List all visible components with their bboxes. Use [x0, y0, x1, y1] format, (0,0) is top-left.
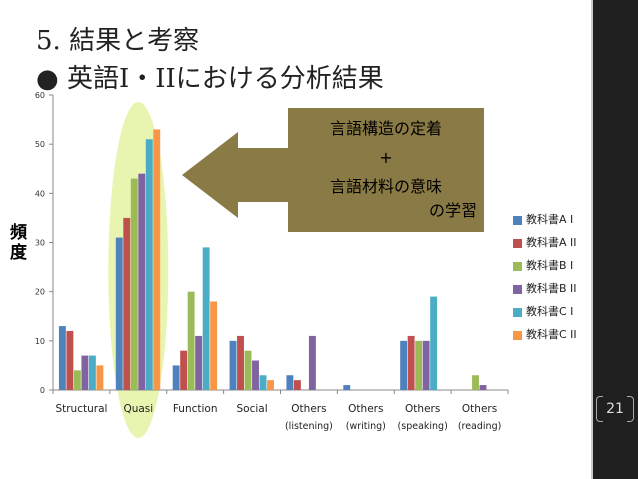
- bar: [293, 380, 301, 390]
- x-tick-label: Structural: [55, 403, 107, 415]
- slide-number-text: 21: [606, 401, 624, 417]
- slide-subtitle: ● 英語I・IIにおける分析結果: [36, 64, 384, 94]
- bar: [237, 335, 244, 390]
- bar: [180, 350, 188, 390]
- legend-swatch: [513, 262, 522, 271]
- bar: [96, 365, 104, 390]
- y-axis-label: 頻 度: [10, 223, 27, 263]
- legend-label: 教科書A I: [526, 213, 574, 226]
- y-tick-label: 30: [35, 239, 45, 248]
- bar: [145, 139, 153, 390]
- bar: [187, 291, 195, 390]
- callout-text: +: [379, 148, 392, 167]
- y-tick-label: 50: [35, 140, 45, 149]
- x-tick-label: Others (speaking): [398, 403, 448, 432]
- bar: [172, 365, 180, 390]
- callout-box: [288, 108, 484, 232]
- bar: [58, 326, 66, 390]
- x-tick-label: Others (writing): [346, 403, 386, 432]
- bar: [252, 360, 259, 390]
- bar: [153, 129, 161, 390]
- legend-swatch: [513, 285, 522, 294]
- y-tick-label: 0: [40, 386, 45, 395]
- callout-text: 言語構造の定着: [330, 119, 442, 138]
- bar: [130, 178, 138, 390]
- legend-label: 教科書C II: [526, 328, 577, 341]
- legend-label: 教科書B II: [526, 282, 577, 295]
- legend-label: 教科書B I: [526, 259, 574, 272]
- bar: [430, 296, 438, 390]
- legend-swatch: [513, 308, 522, 317]
- bar: [73, 370, 81, 390]
- y-tick-label: 40: [35, 189, 45, 198]
- bar: [244, 350, 252, 390]
- y-tick-label: 60: [35, 91, 45, 100]
- bar: [308, 335, 316, 390]
- bar: [195, 335, 203, 390]
- bar: [343, 385, 351, 390]
- bar: [210, 301, 218, 390]
- y-tick-label: 10: [35, 337, 45, 346]
- callout-text: の学習: [429, 201, 477, 220]
- bar: [415, 340, 423, 390]
- legend-swatch: [513, 216, 522, 225]
- bar: [88, 355, 96, 390]
- slide-number: 21: [596, 396, 634, 422]
- bar: [407, 335, 415, 390]
- bar: [202, 247, 210, 390]
- bar: [472, 375, 479, 390]
- bar: [400, 340, 408, 390]
- slide-title: 5. 結果と考察: [36, 26, 200, 56]
- x-tick-label: Social: [236, 403, 267, 415]
- x-tick-label: Quasi: [123, 403, 153, 415]
- arrow-left-icon: [182, 132, 290, 218]
- legend-swatch: [513, 331, 522, 340]
- bar: [479, 385, 487, 390]
- bracket-right-icon: [627, 396, 634, 422]
- legend-swatch: [513, 239, 522, 248]
- callout-text: 言語材料の意味: [330, 177, 442, 196]
- bracket-left-icon: [596, 396, 603, 422]
- bar: [115, 237, 123, 390]
- bar: [66, 331, 74, 390]
- bar: [81, 355, 89, 390]
- bar: [138, 173, 146, 390]
- legend-label: 教科書C I: [526, 305, 574, 318]
- bar: [286, 375, 294, 390]
- x-tick-label: Others (listening): [285, 403, 333, 432]
- x-tick-label: Others (reading): [458, 403, 502, 432]
- bar: [259, 375, 267, 390]
- x-tick-label: Function: [173, 403, 218, 415]
- bar: [123, 217, 131, 390]
- bar-chart: 0 10 20 30 40 50 60 Structural Quasi Function Soc…: [35, 91, 509, 438]
- y-tick-label: 20: [35, 288, 45, 297]
- bar: [422, 340, 430, 390]
- bar: [267, 380, 274, 390]
- bar: [229, 340, 237, 390]
- legend-label: 教科書A II: [526, 236, 577, 249]
- sidebar-divider: [591, 0, 593, 479]
